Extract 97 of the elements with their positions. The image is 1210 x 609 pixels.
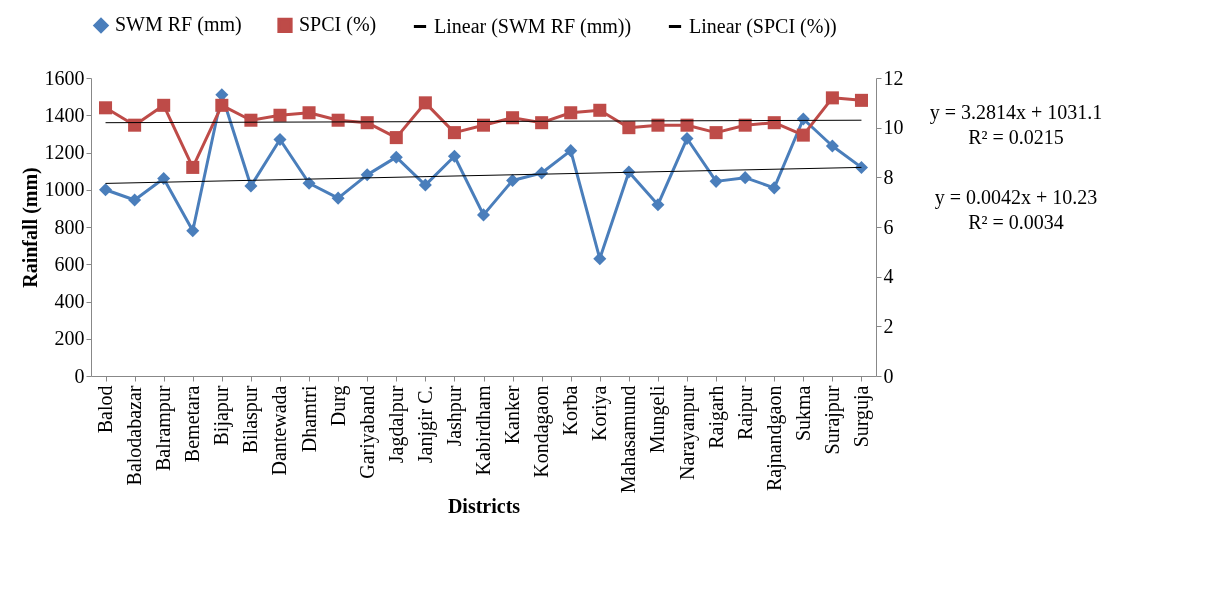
y2-tick-label: 2 [883,314,894,337]
point [767,181,781,195]
text: R² = 0.0215 [968,126,1064,148]
x-tick-label: Rajnandgaon [762,385,786,492]
x-tick-label: Mahasamund [617,385,640,494]
y-tick-label: 1600 [44,66,85,89]
x-tick-label: Jagdalpur [384,385,408,464]
point [564,106,578,120]
point [854,93,868,107]
point [99,101,113,115]
y2-tick-label: 12 [883,66,904,89]
point [738,171,752,185]
y2-tick-label: 8 [883,165,894,188]
point [535,116,549,130]
x-tick-label: Bilaspur [239,385,263,454]
point [418,96,432,110]
x-tick-label: Raipur [733,385,757,440]
point [302,106,316,120]
text: y = 3.2814x + 1031.1 [929,101,1103,124]
y-tick-label: 1400 [44,103,85,126]
y-tick-label: 0 [74,364,85,387]
x-tick-label: Kondagaon [530,385,554,478]
point [709,126,723,140]
point [476,208,491,222]
point [244,113,258,127]
y-tick-label: 800 [54,215,85,238]
x-tick-label: Bijapur [210,385,234,446]
point [389,150,403,164]
x-tick-label: Surajpur [820,385,844,455]
y2-tick-label: 6 [883,215,894,238]
point [157,172,171,186]
point [447,149,461,163]
point [418,178,432,192]
point [796,128,810,142]
y-tick-label: 400 [54,290,85,312]
x-tick-label: Sukma [791,385,814,442]
x-tick-label: Dhamtri [297,385,320,453]
y2-tick-label: 10 [883,116,904,139]
y-tick-label: 1200 [44,141,85,163]
point [593,103,607,117]
y-tick-label: 1000 [44,178,85,201]
point [709,174,723,188]
x-tick-label: Bemetara [181,385,204,463]
x-tick-label: Kanker [501,385,524,445]
point [273,108,287,122]
point [825,139,839,153]
legend-label: SPCI (%) [299,13,377,37]
legend-label: SWM RF (mm) [115,13,242,37]
x-tick-label: Jashpur [442,385,466,447]
x-tick-label: Durg [326,385,350,427]
x-tick-label: Koriya [588,385,612,442]
point [273,132,287,146]
x-tick-label: Surguja [849,385,873,448]
x-tick-label: Janjgir C. [413,385,437,464]
x-tick-label: Balodabazar [123,385,146,486]
point [157,98,171,112]
legend-label: Linear (SWM RF (mm)) [434,14,632,38]
point [128,193,142,207]
point [389,131,403,145]
x-tick-label: Narayanpur [675,385,699,480]
y-axis-title: Rainfall (mm) [18,167,42,288]
x-tick-label: Dantewada [268,385,291,476]
point [476,118,491,132]
point [622,121,636,135]
point [244,179,258,193]
point [360,116,374,130]
x-tick-label: Balrampur [152,385,176,472]
x-axis-title: Districts [447,495,521,518]
point [186,224,200,238]
text: R² = 0.0034 [968,211,1064,233]
point [215,98,229,112]
x-tick-label: Korba [559,385,582,436]
x-tick-label: Gariyaband [355,385,379,479]
x-tick-label: Kabirdham [472,385,494,476]
point [506,111,520,125]
y2-tick-label: 0 [883,364,894,387]
point [128,118,142,132]
point [506,173,520,187]
point [186,160,200,174]
text: y = 0.0042x + 10.23 [934,186,1098,209]
x-tick-label: Balod [94,385,117,434]
point [564,144,578,158]
point [99,183,113,197]
point [680,132,694,146]
legend-label: Linear (SPCI (%)) [689,14,837,38]
x-tick-label: Raigarh [704,385,728,449]
point [651,198,665,212]
point [447,126,461,140]
y-tick-label: 600 [54,252,85,275]
x-tick-label: Mungeli [646,385,670,454]
point [331,191,345,205]
point [593,252,607,266]
point [854,160,868,174]
point [825,91,839,105]
y-tick-label: 200 [54,327,85,350]
y2-tick-label: 4 [883,265,894,288]
point [767,116,781,130]
